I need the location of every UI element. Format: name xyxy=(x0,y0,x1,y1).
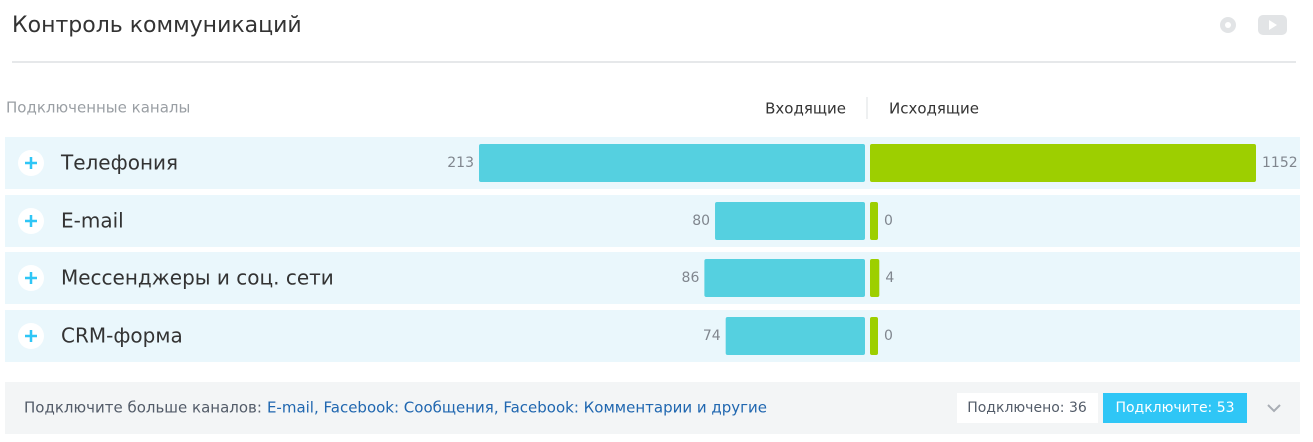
outgoing-bar xyxy=(870,259,880,297)
channel-row xyxy=(5,195,1300,247)
connect-button[interactable] xyxy=(1103,393,1247,423)
incoming-bar xyxy=(715,202,865,240)
plus-icon[interactable] xyxy=(25,330,37,342)
outgoing-bar xyxy=(870,202,878,240)
widget-title: Контроль коммуникаций xyxy=(12,13,302,38)
outgoing-value: 0 xyxy=(884,213,893,229)
footer-links[interactable]: E-mail, Facebook: Сообщения, Facebook: К… xyxy=(267,399,767,417)
channel-name: CRM-форма xyxy=(61,324,183,348)
channel-row xyxy=(5,252,1300,304)
connected-count: Подключено: 36 xyxy=(967,400,1087,416)
outgoing-value: 0 xyxy=(884,328,893,344)
column-label: Исходящие xyxy=(889,100,979,118)
plus-icon[interactable] xyxy=(25,215,37,227)
incoming-bar xyxy=(479,144,865,182)
column-label: Входящие xyxy=(765,100,846,118)
channel-name: E-mail xyxy=(61,209,124,233)
incoming-value: 74 xyxy=(703,328,721,344)
channel-row xyxy=(5,310,1300,362)
plus-icon[interactable] xyxy=(25,272,37,284)
outgoing-bar xyxy=(870,317,878,355)
incoming-bar xyxy=(725,317,865,355)
incoming-value: 213 xyxy=(447,155,474,171)
outgoing-bar xyxy=(870,144,1256,182)
incoming-value: 86 xyxy=(682,270,700,286)
channel-name: Телефония xyxy=(60,151,178,175)
outgoing-value: 4 xyxy=(885,270,894,286)
connected-box xyxy=(957,393,1098,423)
channel-name: Мессенджеры и соц. сети xyxy=(61,266,334,290)
settings-icon[interactable] xyxy=(1220,17,1236,33)
footer-prompt: Подключите больше каналов: xyxy=(24,399,262,417)
column-label: Подключенные каналы xyxy=(6,99,190,117)
plus-icon[interactable] xyxy=(25,157,37,169)
video-icon[interactable] xyxy=(1258,15,1287,35)
outgoing-value: 1152 xyxy=(1262,155,1298,171)
incoming-value: 80 xyxy=(692,213,710,229)
connect-button-label[interactable]: Подключите: 53 xyxy=(1115,400,1234,416)
expand-chevron[interactable] xyxy=(1267,404,1281,413)
incoming-bar xyxy=(704,259,865,297)
